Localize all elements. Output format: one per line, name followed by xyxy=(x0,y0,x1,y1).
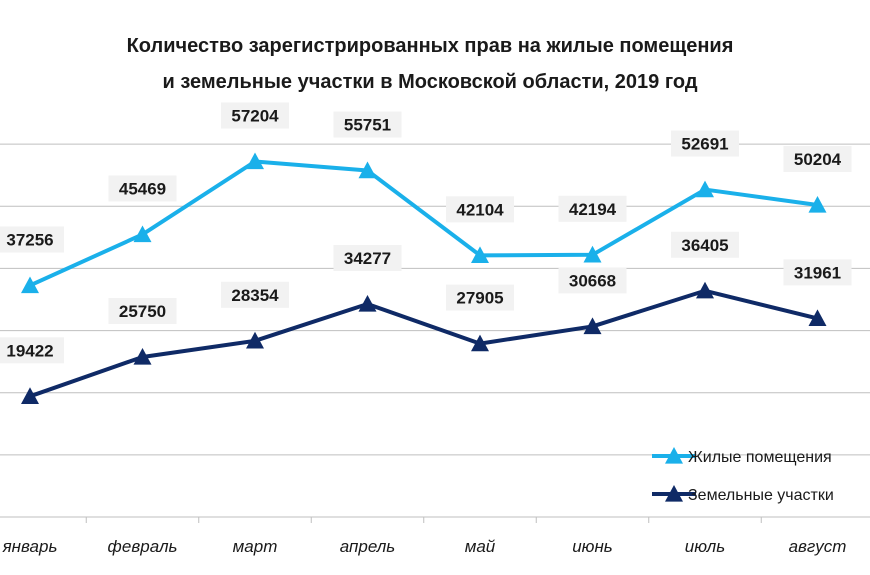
data-label-box xyxy=(0,337,64,364)
data-label: 42104 xyxy=(456,200,504,219)
series-line xyxy=(29,288,818,399)
gridlines xyxy=(0,143,870,456)
data-label-box xyxy=(446,196,514,223)
data-label-box xyxy=(671,231,739,258)
data-label-box xyxy=(333,111,402,138)
data-point xyxy=(471,334,489,352)
x-tick-label: апрель xyxy=(340,537,396,556)
data-label-box xyxy=(783,146,852,173)
data-point xyxy=(358,161,377,179)
x-tick-label: май xyxy=(465,537,496,556)
data-label: 27905 xyxy=(456,289,503,308)
data-point xyxy=(246,152,264,170)
legend-marker xyxy=(665,447,683,464)
x-axis: январь февраль март апрель май июнь июль август xyxy=(0,516,870,556)
data-point xyxy=(21,387,39,404)
data-point xyxy=(133,347,152,365)
plot-area xyxy=(21,152,827,404)
data-label: 57204 xyxy=(231,107,279,126)
data-label: 28354 xyxy=(231,286,279,305)
data-label-box xyxy=(333,244,402,271)
data-point xyxy=(471,246,489,264)
data-label: 37256 xyxy=(6,230,53,249)
chart-title-line-2: и земельные участки в Московской области… xyxy=(162,71,697,93)
legend-marker xyxy=(665,485,683,502)
data-label: 42194 xyxy=(569,200,617,219)
x-tick-label: январь xyxy=(2,537,58,556)
data-point xyxy=(696,180,714,198)
data-label-box xyxy=(671,130,739,157)
data-label: 30668 xyxy=(569,271,616,290)
data-label-box xyxy=(558,195,627,222)
x-tick-label: февраль xyxy=(108,537,178,556)
data-label-box xyxy=(221,102,289,129)
data-point xyxy=(358,294,377,312)
data-label-box xyxy=(446,284,514,311)
data-point xyxy=(583,317,602,335)
data-point xyxy=(133,225,152,243)
data-label: 52691 xyxy=(681,135,728,154)
legend-label: Земельные участки xyxy=(688,487,834,504)
data-label: 31961 xyxy=(794,263,841,282)
x-tick-label: март xyxy=(233,537,278,556)
data-label: 50204 xyxy=(794,150,842,169)
data-label-box xyxy=(783,259,852,286)
legend: Жилые помещения Земельные участки xyxy=(652,447,834,504)
data-label-box xyxy=(108,297,177,324)
data-label-box xyxy=(108,175,177,202)
data-label: 45469 xyxy=(119,179,166,198)
data-label-box xyxy=(0,226,64,253)
data-labels: 37256 45469 57204 55751 42104 42194 52691 50204… xyxy=(0,102,852,364)
x-tick-label: август xyxy=(789,537,847,556)
data-point xyxy=(246,331,264,349)
data-label-box xyxy=(221,281,289,308)
data-label: 36405 xyxy=(681,236,728,255)
series-line xyxy=(29,159,818,288)
data-point xyxy=(808,309,827,327)
chart-title-line-1: Количество зарегистрированных прав на жи… xyxy=(127,35,734,57)
data-label-box xyxy=(558,267,627,294)
data-point xyxy=(808,196,827,213)
data-point xyxy=(21,276,39,294)
data-label: 19422 xyxy=(6,341,53,360)
data-label: 25750 xyxy=(119,302,166,321)
data-label: 34277 xyxy=(344,249,391,268)
x-tick-label: июль xyxy=(685,537,725,556)
data-point xyxy=(696,281,714,299)
data-label: 55751 xyxy=(344,116,391,135)
data-point xyxy=(583,245,602,263)
x-tick-label: июнь xyxy=(572,537,613,556)
legend-label: Жилые помещения xyxy=(688,449,832,466)
